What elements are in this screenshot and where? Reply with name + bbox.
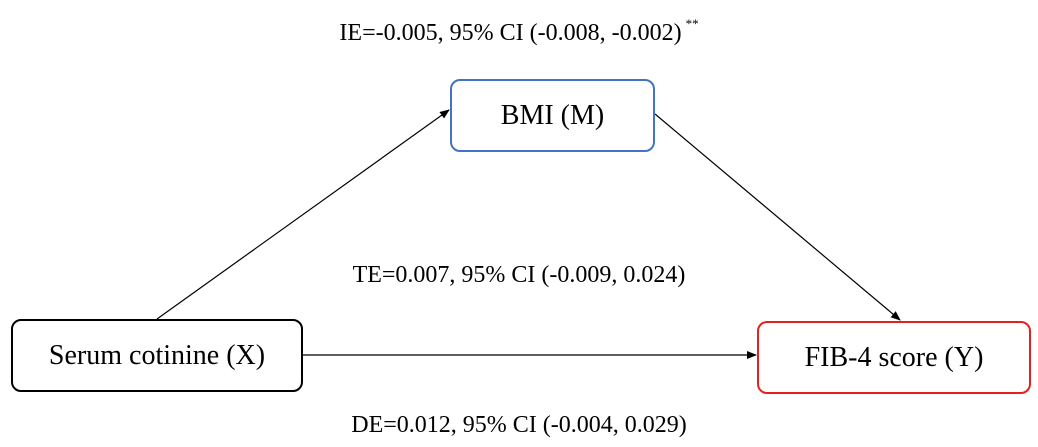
indirect-effect-text: IE=-0.005, 95% CI (-0.008, -0.002) — [339, 20, 682, 46]
arrow-m-to-y — [654, 113, 901, 321]
indirect-effect-label: IE=-0.005, 95% CI (-0.008, -0.002) ** — [0, 17, 1038, 46]
mediator-label: BMI (M) — [500, 99, 605, 131]
mediator-node: BMI (M) — [450, 79, 655, 152]
exposure-label: Serum cotinine (X) — [48, 339, 266, 371]
outcome-label: FIB-4 score (Y) — [804, 341, 984, 373]
total-effect-label: TE=0.007, 95% CI (-0.009, 0.024) — [352, 262, 686, 288]
arrow-x-to-m — [156, 109, 450, 320]
exposure-node: Serum cotinine (X) — [11, 319, 303, 392]
outcome-node: FIB-4 score (Y) — [757, 321, 1031, 394]
direct-effect-label: DE=0.012, 95% CI (-0.004, 0.029) — [351, 412, 687, 438]
significance-marker: ** — [685, 16, 699, 31]
